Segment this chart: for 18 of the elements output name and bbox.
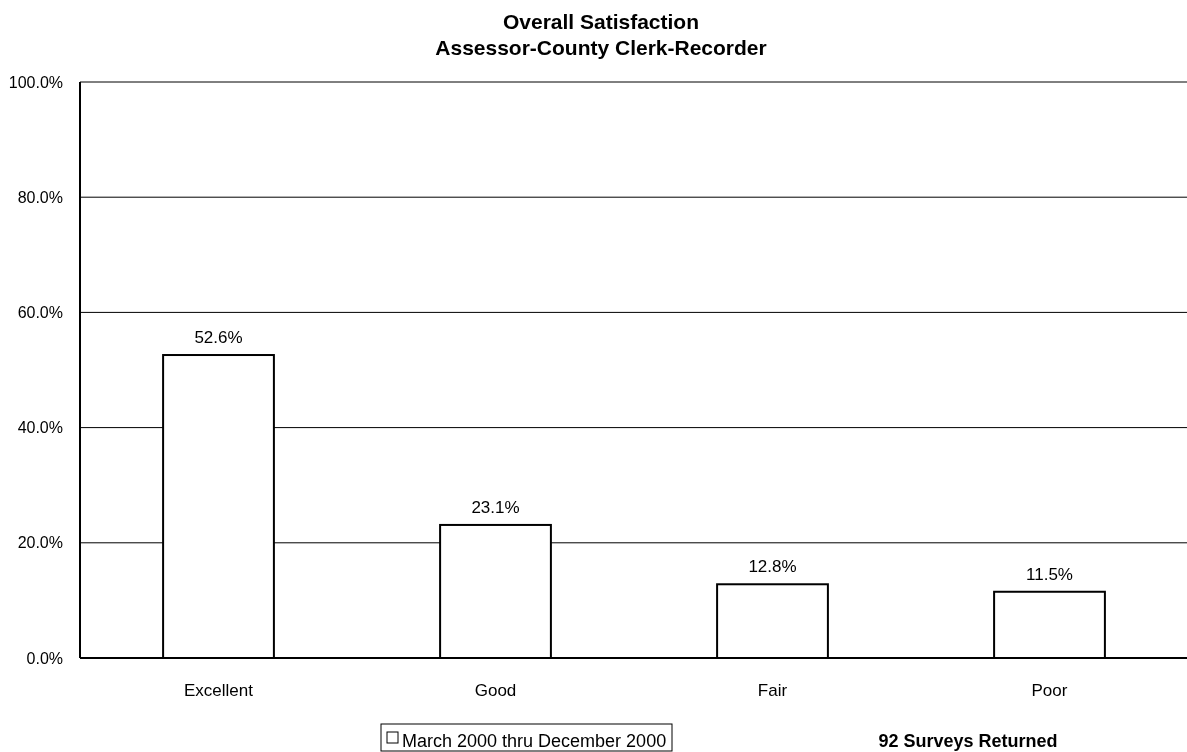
x-tick-label: Poor — [1031, 681, 1068, 700]
y-tick-label: 20.0% — [17, 534, 63, 552]
y-tick-label: 40.0% — [17, 419, 63, 437]
y-tick-label: 100.0% — [8, 73, 63, 91]
data-label: 23.1% — [471, 497, 520, 517]
data-label: 11.5% — [1026, 564, 1073, 584]
x-tick-label: Fair — [757, 681, 788, 700]
x-tick-label: Good — [474, 681, 517, 700]
y-tick-label: 60.0% — [17, 304, 63, 321]
chart-subtitle: Assessor-County Clerk-Recorder — [435, 36, 767, 59]
x-tick-label: Excellent — [184, 681, 254, 700]
legend-label: March 2000 thru December 2000 — [402, 731, 667, 751]
chart-title: Overall Satisfaction — [502, 10, 700, 33]
y-tick-label: 0.0% — [26, 649, 63, 667]
data-label: 52.6% — [194, 328, 243, 348]
y-tick-label: 80.0% — [17, 188, 63, 206]
text: 92 Surveys Returned — [878, 731, 1058, 751]
data-label: 12.8% — [748, 557, 797, 577]
